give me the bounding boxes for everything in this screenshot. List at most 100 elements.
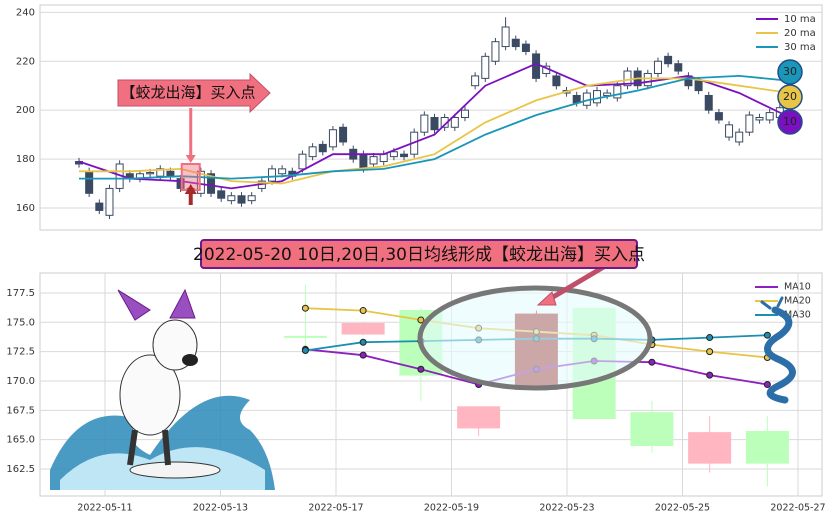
- candle-body: [359, 153, 368, 170]
- candle-body: [664, 55, 673, 65]
- candle-body: [369, 156, 378, 165]
- end-marker: [777, 84, 803, 110]
- ma-point: [359, 351, 367, 359]
- candle-body: [156, 168, 165, 177]
- candle-body: [471, 75, 480, 87]
- candle-body: [400, 153, 409, 158]
- y-tick-label: 165.0: [6, 435, 35, 446]
- chart-title: 2022-05-20 10日,20日,30日均线形成【蛟龙出海】买入点: [193, 245, 645, 265]
- candle-body: [755, 117, 764, 121]
- candle-body: [227, 195, 236, 202]
- candle-body: [765, 112, 774, 121]
- x-tick-label: 2022-05-13: [193, 503, 248, 514]
- candle-body: [674, 63, 683, 72]
- candle-body: [552, 75, 561, 87]
- candle-body: [267, 168, 276, 182]
- candle-body: [146, 172, 155, 175]
- ma-point: [648, 358, 656, 366]
- end-label: 30: [783, 65, 797, 78]
- legend-label: 20 ma: [784, 28, 816, 39]
- end-marker: [777, 109, 803, 135]
- x-tick-label: 2022-05-17: [308, 503, 363, 514]
- candle-body: [308, 146, 317, 158]
- ma-point: [706, 371, 714, 379]
- candle-body: [491, 41, 500, 62]
- buy-arrow: [184, 184, 197, 205]
- candle-body: [318, 143, 327, 153]
- y-tick-label: 180: [16, 154, 35, 165]
- candle-body: [735, 131, 744, 143]
- candle-body: [725, 124, 734, 138]
- legend-label: 10 ma: [784, 14, 816, 25]
- y-tick-label: 167.5: [6, 405, 35, 416]
- ma-point: [359, 307, 367, 315]
- annotation-text: 【蛟龙出海】买入点: [120, 84, 255, 102]
- candle-body: [457, 406, 501, 429]
- annotation-head: [185, 155, 196, 163]
- candle-body: [341, 322, 385, 335]
- candle-body: [420, 114, 429, 133]
- candle-body: [379, 153, 388, 163]
- legend-label: MA30: [784, 310, 811, 321]
- candle-body: [501, 26, 510, 48]
- ma-point: [763, 331, 771, 339]
- y-tick-label: 200: [16, 105, 35, 116]
- ma-point: [301, 346, 309, 354]
- candle-body: [745, 430, 789, 464]
- candle-body: [704, 94, 713, 111]
- candle-body: [95, 202, 104, 211]
- y-tick-label: 220: [16, 56, 35, 67]
- dragon-illustration: [760, 296, 796, 404]
- candle-body: [521, 43, 530, 52]
- ma-line: [79, 77, 791, 185]
- x-tick-label: 2022-05-27: [770, 503, 825, 514]
- candle-body: [688, 432, 732, 464]
- candle-body: [85, 170, 94, 194]
- candle-body: [613, 85, 622, 99]
- pointer-arrow-head: [536, 291, 557, 306]
- surf-illustration: [50, 288, 275, 490]
- candle-body: [643, 72, 652, 87]
- candle-body: [278, 168, 287, 175]
- end-label: 20: [783, 90, 797, 103]
- x-tick-label: 2022-05-25: [655, 503, 710, 514]
- title-box: [200, 239, 638, 269]
- ma-line: [79, 74, 791, 180]
- candle-body: [176, 178, 185, 189]
- ma-point: [417, 316, 425, 324]
- legend-label: MA20: [784, 296, 811, 307]
- candle-body: [207, 173, 216, 194]
- candle-body: [237, 195, 246, 204]
- y-tick-label: 160: [16, 203, 35, 214]
- y-tick-label: 162.5: [6, 464, 35, 475]
- y-tick-label: 175.0: [6, 317, 35, 328]
- candle-body: [714, 112, 723, 121]
- end-label: 10: [783, 115, 797, 128]
- x-tick-label: 2022-05-23: [539, 503, 594, 514]
- candle-body: [283, 335, 327, 338]
- y-tick-label: 170.0: [6, 376, 35, 387]
- ma-point: [706, 334, 714, 342]
- end-marker: [777, 59, 803, 85]
- candle-body: [481, 55, 490, 79]
- candle-body: [630, 412, 674, 447]
- candle-body: [745, 114, 754, 133]
- candle-body: [339, 126, 348, 143]
- top-layer: 160 180 200 220 240 10 ma 20 ma 30 ma 30 20 10 【蛟龙出…: [16, 7, 822, 219]
- candle-body: [460, 109, 469, 118]
- candle-body: [511, 38, 520, 48]
- ma-point: [359, 338, 367, 346]
- candle-body: [653, 60, 662, 74]
- candle-body: [389, 151, 398, 158]
- highlight-ellipse: [417, 285, 653, 391]
- annotation-arrow: [117, 72, 271, 114]
- candle-body: [217, 190, 226, 199]
- legend-label: MA10: [784, 282, 811, 293]
- candle-body: [603, 92, 612, 96]
- candle-body: [430, 117, 439, 131]
- candle-body: [450, 117, 459, 128]
- ma-point: [301, 304, 309, 312]
- candle-body: [247, 195, 256, 202]
